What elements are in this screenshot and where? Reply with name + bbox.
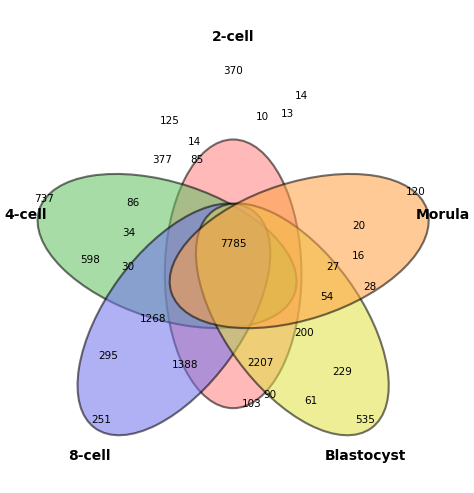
Text: 295: 295 — [98, 351, 118, 361]
Text: 229: 229 — [333, 367, 352, 377]
Text: 85: 85 — [190, 155, 203, 165]
Ellipse shape — [78, 204, 270, 435]
Text: 120: 120 — [405, 187, 425, 197]
Text: 370: 370 — [223, 66, 243, 76]
Text: 4-cell: 4-cell — [5, 208, 47, 222]
Text: 61: 61 — [304, 396, 317, 406]
Text: 34: 34 — [122, 228, 135, 238]
Text: 535: 535 — [356, 415, 375, 424]
Text: 90: 90 — [263, 389, 276, 399]
Text: 86: 86 — [126, 198, 139, 208]
Text: 27: 27 — [327, 262, 340, 272]
Text: 16: 16 — [352, 250, 365, 261]
Text: 28: 28 — [363, 282, 376, 292]
Text: 251: 251 — [91, 415, 111, 424]
Text: 2-cell: 2-cell — [212, 30, 255, 44]
Text: 598: 598 — [80, 255, 100, 265]
Text: 1268: 1268 — [140, 315, 167, 324]
Text: 14: 14 — [188, 137, 201, 147]
Text: 10: 10 — [256, 112, 269, 122]
Text: 200: 200 — [294, 328, 314, 338]
Text: 54: 54 — [320, 291, 333, 302]
Text: 13: 13 — [281, 109, 294, 119]
Text: Morula: Morula — [416, 208, 470, 222]
Ellipse shape — [165, 140, 301, 408]
Text: 20: 20 — [352, 221, 365, 231]
Ellipse shape — [37, 174, 297, 328]
Text: 8-cell: 8-cell — [68, 449, 111, 463]
Ellipse shape — [196, 204, 389, 435]
Text: 377: 377 — [153, 155, 173, 165]
Ellipse shape — [170, 174, 428, 328]
Text: Blastocyst: Blastocyst — [325, 449, 406, 463]
Text: 737: 737 — [34, 194, 54, 204]
Text: 30: 30 — [121, 262, 134, 272]
Text: 125: 125 — [159, 116, 179, 126]
Text: 2207: 2207 — [247, 357, 273, 368]
Text: 1388: 1388 — [172, 360, 199, 370]
Text: 103: 103 — [241, 399, 261, 409]
Text: 7785: 7785 — [220, 239, 246, 249]
Text: 14: 14 — [295, 91, 308, 101]
